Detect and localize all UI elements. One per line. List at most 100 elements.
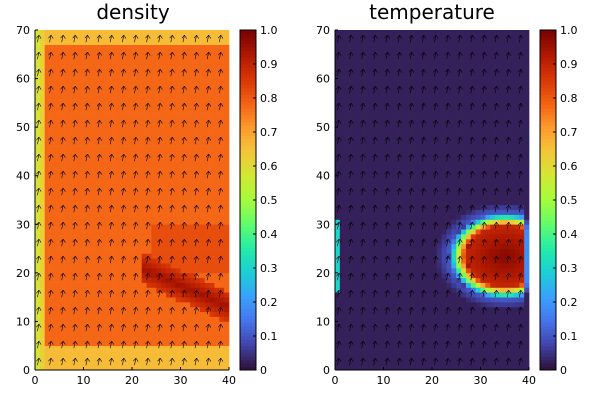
heatmap-cell	[373, 248, 379, 254]
heatmap-cell	[112, 44, 118, 50]
heatmap-cell	[388, 248, 394, 254]
quiver-arrow	[193, 170, 200, 179]
heatmap-cell	[427, 98, 433, 104]
heatmap-cell	[59, 170, 65, 177]
heatmap-cell	[73, 229, 79, 235]
heatmap-cell	[170, 214, 176, 220]
heatmap-cell	[165, 243, 172, 249]
quiver-arrow	[169, 153, 175, 162]
heatmap-cell	[368, 311, 375, 317]
quiver-arrow	[72, 323, 78, 332]
heatmap-cell	[383, 185, 389, 191]
heatmap-cell	[44, 156, 50, 162]
heatmap-cell	[402, 98, 409, 104]
heatmap-cell	[35, 127, 41, 133]
heatmap-cell	[78, 83, 84, 89]
heatmap-cell	[407, 243, 413, 249]
heatmap-cell	[141, 321, 147, 327]
heatmap-cell	[88, 39, 94, 45]
heatmap-cell	[175, 93, 181, 99]
heatmap-cell	[446, 49, 452, 55]
heatmap-cell	[398, 204, 404, 211]
heatmap-cell	[383, 195, 389, 201]
heatmap-cell	[64, 30, 70, 36]
heatmap-cell	[185, 49, 191, 55]
heatmap-cell	[83, 146, 89, 152]
heatmap-cell	[165, 166, 172, 172]
heatmap-cell	[209, 258, 215, 264]
heatmap-cell	[39, 136, 46, 143]
heatmap-cell	[436, 156, 443, 162]
heatmap-cell	[195, 122, 201, 128]
heatmap-cell	[368, 331, 375, 337]
density-colorbar: 00.10.20.30.40.50.60.70.80.91.0	[239, 24, 278, 377]
colorbar-segment	[240, 217, 256, 221]
heatmap-cell	[132, 107, 138, 113]
heatmap-cell	[417, 263, 423, 269]
heatmap-cell	[349, 64, 355, 70]
heatmap-cell	[141, 54, 147, 60]
heatmap-cell	[354, 282, 360, 288]
heatmap-cell	[432, 68, 438, 75]
heatmap-cell	[368, 297, 375, 303]
heatmap-cell	[368, 326, 375, 332]
heatmap-cell	[68, 350, 75, 356]
heatmap-cell	[427, 117, 433, 123]
heatmap-cell	[68, 302, 75, 308]
heatmap-cell	[398, 151, 404, 157]
heatmap-cell	[398, 180, 404, 186]
heatmap-cell	[127, 238, 133, 245]
heatmap-cell	[73, 292, 79, 298]
heatmap-cell	[44, 34, 50, 41]
heatmap-cell	[427, 277, 433, 283]
heatmap-cell	[64, 190, 70, 196]
heatmap-cell	[35, 200, 41, 206]
heatmap-cell	[132, 336, 138, 342]
heatmap-cell	[388, 93, 394, 99]
heatmap-cell	[127, 127, 133, 133]
heatmap-cell	[195, 102, 201, 109]
heatmap-cell	[127, 243, 133, 249]
heatmap-cell	[339, 292, 346, 298]
heatmap-cell	[407, 355, 413, 361]
heatmap-cell	[417, 151, 423, 157]
heatmap-cell	[117, 209, 123, 215]
heatmap-cell	[122, 321, 128, 327]
heatmap-cell	[44, 190, 50, 196]
heatmap-cell	[339, 209, 346, 215]
heatmap-cell	[88, 282, 94, 288]
heatmap-cell	[161, 195, 167, 201]
quiver-arrow	[120, 136, 127, 145]
heatmap-cell	[170, 229, 176, 235]
heatmap-cell	[122, 272, 128, 279]
heatmap-cell	[402, 287, 409, 293]
heatmap-cell	[59, 321, 65, 327]
quiver-arrow	[217, 357, 224, 366]
heatmap-cell	[44, 336, 50, 342]
heatmap-cell	[451, 219, 457, 225]
heatmap-cell	[219, 287, 225, 293]
heatmap-cell	[98, 277, 104, 283]
heatmap-cell	[122, 253, 128, 259]
heatmap-cell	[185, 272, 191, 279]
heatmap-cell	[117, 34, 123, 41]
heatmap-cell	[204, 68, 210, 75]
heatmap-cell	[35, 73, 41, 79]
heatmap-cell	[64, 39, 70, 45]
quiver-arrow	[108, 187, 115, 196]
heatmap-cell	[78, 136, 84, 143]
heatmap-cell	[132, 229, 138, 235]
heatmap-cell	[383, 102, 389, 109]
heatmap-cell	[373, 311, 379, 317]
heatmap-cell	[388, 326, 394, 332]
heatmap-cell	[432, 161, 438, 167]
heatmap-cell	[209, 49, 215, 55]
heatmap-cell	[64, 321, 70, 327]
heatmap-cell	[339, 268, 346, 274]
heatmap-cell	[398, 224, 404, 230]
quiver-arrow	[72, 204, 78, 213]
heatmap-cell	[344, 102, 350, 109]
heatmap-cell	[432, 166, 438, 172]
heatmap-cell	[112, 258, 118, 264]
heatmap-cell	[185, 30, 191, 36]
